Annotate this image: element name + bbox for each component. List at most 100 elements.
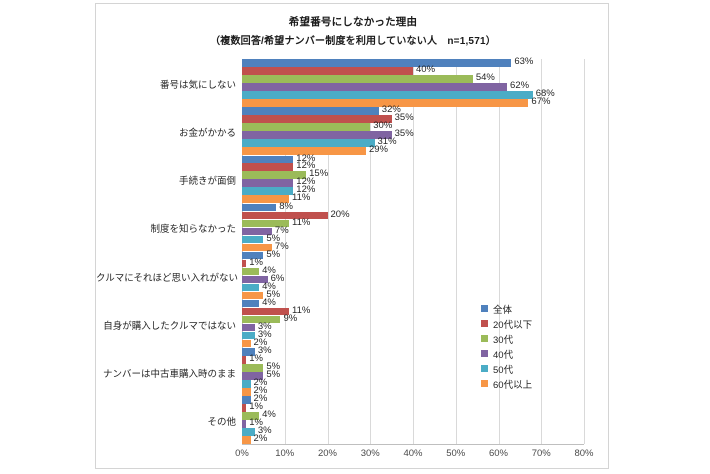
- bar-value-label: 3%: [257, 345, 272, 356]
- bar-60代以上-自身が購入したクルマではない[interactable]: [242, 339, 251, 348]
- bar-30代-ナンバーは中古車購入時のまま[interactable]: [242, 363, 264, 372]
- bar-60代以上-番号は気にしない[interactable]: [242, 99, 529, 107]
- bar-group: 12% 12% 15% 12% 12% 11%: [242, 152, 584, 204]
- bar-row: 67%: [242, 97, 584, 107]
- bar-20代以下-その他[interactable]: [242, 404, 247, 412]
- bar-50代-手続きが面倒[interactable]: [242, 187, 294, 196]
- bar-30代-その他[interactable]: [242, 412, 260, 420]
- bar-value-label: 20%: [330, 208, 350, 220]
- bar-row: 4%: [242, 264, 584, 276]
- bar-60代以上-手続きが面倒[interactable]: [242, 195, 290, 204]
- bar-60代以上-その他[interactable]: [242, 436, 251, 444]
- bar-row: 3%: [242, 345, 584, 356]
- bar-40代-制度を知らなかった[interactable]: [242, 227, 272, 236]
- legend-item-30代[interactable]: 30代: [481, 331, 532, 346]
- bar-group: 4% 11% 9% 3% 3% 2%: [242, 298, 584, 348]
- bar-50代-自身が購入したクルマではない[interactable]: [242, 331, 255, 340]
- bar-30代-お金がかかる[interactable]: [242, 123, 371, 131]
- bar-50代-お金がかかる[interactable]: [242, 139, 375, 147]
- bar-value-label: 5%: [266, 360, 281, 372]
- bar-value-label: 2%: [253, 433, 268, 445]
- legend-item-60代以上[interactable]: 60代以上: [481, 376, 532, 391]
- bar-row: 5%: [242, 250, 584, 260]
- bar-value-label: 1%: [249, 401, 263, 413]
- legend-item-20代以下[interactable]: 20代以下: [481, 316, 532, 331]
- bar-30代-手続きが面倒[interactable]: [242, 171, 307, 180]
- bar-20代以下-手続きが面倒[interactable]: [242, 163, 294, 172]
- legend-swatch: [481, 380, 488, 387]
- bar-value-label: 63%: [514, 56, 534, 68]
- bar-40代-お金がかかる[interactable]: [242, 131, 392, 139]
- chart-legend: 全体 20代以下 30代 40代 50代 60代以上: [481, 301, 532, 391]
- bar-全体-お金がかかる[interactable]: [242, 107, 379, 115]
- bar-全体-自身が購入したクルマではない[interactable]: [242, 299, 260, 308]
- bar-50代-ナンバーは中古車購入時のまま[interactable]: [242, 379, 251, 388]
- bar-row: 7%: [242, 242, 584, 252]
- bar-20代以下-ナンバーは中古車購入時のまま[interactable]: [242, 355, 247, 364]
- bar-20代以下-番号は気にしない[interactable]: [242, 67, 413, 75]
- legend-item-40代[interactable]: 40代: [481, 346, 532, 361]
- bar-30代-自身が購入したクルマではない[interactable]: [242, 315, 281, 324]
- category-axis-line: [242, 59, 243, 444]
- bar-value-label: 4%: [262, 264, 276, 276]
- bar-全体-ナンバーは中古車購入時のまま[interactable]: [242, 348, 255, 356]
- bar-value-label: 11%: [292, 304, 311, 316]
- bar-30代-制度を知らなかった[interactable]: [242, 219, 290, 228]
- bar-40代-手続きが面倒[interactable]: [242, 179, 294, 188]
- bar-row: 30%: [242, 120, 584, 132]
- gridline: [370, 59, 372, 444]
- bar-40代-その他[interactable]: [242, 420, 247, 428]
- bar-20代以下-自身が購入したクルマではない[interactable]: [242, 307, 290, 316]
- bar-row: 40%: [242, 65, 584, 75]
- bar-50代-クルマにそれほど思い入れがない[interactable]: [242, 283, 260, 292]
- bar-50代-番号は気にしない[interactable]: [242, 91, 533, 99]
- bar-全体-制度を知らなかった[interactable]: [242, 203, 277, 212]
- bar-value-label: 11%: [292, 216, 311, 228]
- bar-30代-番号は気にしない[interactable]: [242, 75, 473, 83]
- gridline: [498, 59, 500, 444]
- bar-全体-その他[interactable]: [242, 396, 251, 404]
- bar-20代以下-お金がかかる[interactable]: [242, 115, 392, 123]
- bar-30代-クルマにそれほど思い入れがない[interactable]: [242, 267, 260, 276]
- bar-value-label: 1%: [249, 256, 263, 268]
- bar-60代以上-ナンバーは中古車購入時のまま[interactable]: [242, 387, 251, 396]
- legend-swatch: [481, 335, 488, 342]
- bar-value-label: 2%: [253, 384, 268, 396]
- x-tick-label: 80%: [574, 448, 594, 459]
- category-label: その他: [207, 416, 236, 428]
- legend-item-50代[interactable]: 50代: [481, 361, 532, 376]
- bar-value-label: 30%: [373, 120, 393, 132]
- bar-60代以上-クルマにそれほど思い入れがない[interactable]: [242, 291, 264, 300]
- legend-label: 全体: [493, 304, 513, 316]
- bar-value-label: 3%: [257, 328, 272, 340]
- bar-60代以上-お金がかかる[interactable]: [242, 147, 366, 155]
- bar-row: 4%: [242, 298, 584, 308]
- bar-value-label: 12%: [296, 176, 316, 188]
- bar-20代以下-制度を知らなかった[interactable]: [242, 211, 328, 220]
- bar-50代-制度を知らなかった[interactable]: [242, 235, 264, 244]
- bar-60代以上-制度を知らなかった[interactable]: [242, 243, 272, 252]
- bar-row: 2%: [242, 378, 584, 388]
- bar-40代-クルマにそれほど思い入れがない[interactable]: [242, 275, 268, 284]
- bar-20代以下-クルマにそれほど思い入れがない[interactable]: [242, 259, 247, 268]
- legend-label: 50代: [493, 364, 514, 376]
- legend-label: 40代: [493, 349, 514, 361]
- bar-50代-その他[interactable]: [242, 428, 255, 436]
- bar-40代-自身が購入したクルマではない[interactable]: [242, 323, 255, 332]
- bar-value-label: 2%: [253, 393, 268, 405]
- bar-row: 2%: [242, 384, 584, 396]
- bar-value-label: 11%: [292, 192, 311, 204]
- x-tick-label: 0%: [235, 448, 249, 459]
- legend-label: 60代以上: [493, 379, 533, 391]
- bar-全体-番号は気にしない[interactable]: [242, 59, 512, 67]
- bar-value-label: 35%: [394, 112, 414, 124]
- legend-item-全体[interactable]: 全体: [481, 301, 532, 316]
- bar-40代-ナンバーは中古車購入時のまま[interactable]: [242, 371, 264, 380]
- bar-40代-番号は気にしない[interactable]: [242, 83, 508, 91]
- bar-全体-手続きが面倒[interactable]: [242, 155, 294, 164]
- bar-value-label: 12%: [296, 152, 316, 164]
- bar-value-label: 5%: [266, 368, 281, 380]
- bar-全体-クルマにそれほど思い入れがない[interactable]: [242, 251, 264, 260]
- bar-row: 20%: [242, 208, 584, 220]
- chart-title: 希望番号にしなかった理由: [288, 16, 418, 28]
